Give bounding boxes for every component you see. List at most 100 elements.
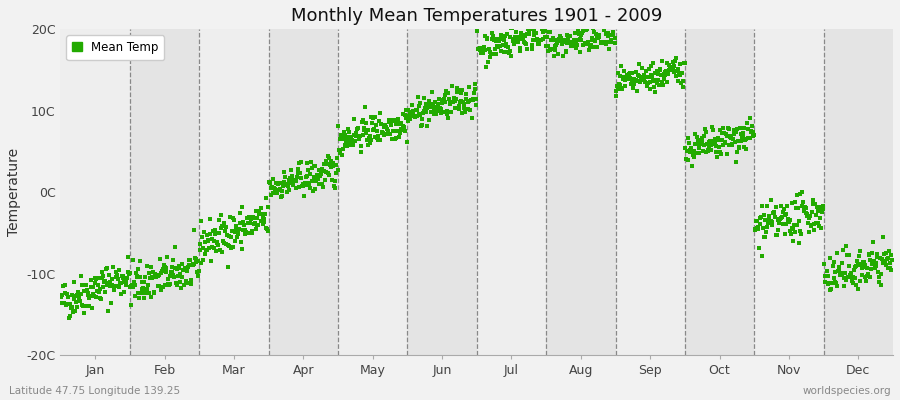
Point	[527, 28, 542, 34]
Point	[114, 290, 129, 297]
Point	[320, 160, 334, 167]
Point	[489, 50, 503, 57]
Point	[599, 39, 614, 45]
Point	[303, 185, 318, 192]
Point	[528, 30, 543, 36]
Point	[608, 40, 623, 46]
Point	[230, 226, 245, 233]
Point	[567, 42, 581, 49]
Point	[382, 131, 397, 137]
Point	[847, 274, 861, 281]
Point	[789, 222, 804, 228]
Point	[159, 265, 174, 271]
Point	[622, 71, 636, 78]
Point	[450, 89, 464, 96]
Point	[561, 40, 575, 46]
Point	[400, 118, 415, 124]
Point	[216, 238, 230, 244]
Point	[436, 96, 451, 102]
Point	[830, 249, 844, 256]
Point	[73, 298, 87, 304]
Point	[223, 214, 238, 220]
Point	[100, 265, 114, 272]
Point	[200, 232, 214, 239]
Point	[69, 298, 84, 305]
Point	[578, 41, 592, 47]
Point	[471, 46, 485, 52]
Point	[252, 210, 266, 217]
Point	[859, 262, 873, 268]
Point	[196, 245, 211, 252]
Point	[767, 208, 781, 215]
Point	[796, 188, 810, 195]
Point	[256, 221, 270, 227]
Point	[99, 282, 113, 288]
Point	[758, 217, 772, 223]
Point	[166, 274, 181, 280]
Point	[533, 22, 547, 29]
Point	[688, 150, 703, 156]
Point	[849, 282, 863, 288]
Point	[217, 240, 231, 246]
Point	[704, 146, 718, 153]
Point	[812, 223, 826, 229]
Point	[279, 181, 293, 187]
Point	[190, 269, 204, 275]
Point	[681, 135, 696, 142]
Point	[469, 102, 483, 108]
Point	[579, 27, 593, 33]
Point	[492, 38, 507, 44]
Point	[154, 270, 168, 276]
Point	[328, 184, 342, 191]
Point	[538, 28, 553, 34]
Point	[547, 47, 562, 53]
Point	[790, 192, 805, 198]
Point	[82, 303, 96, 310]
Point	[437, 92, 452, 99]
Text: worldspecies.org: worldspecies.org	[803, 386, 891, 396]
Point	[771, 227, 786, 234]
Point	[530, 36, 544, 42]
Point	[81, 292, 95, 298]
Point	[510, 39, 525, 45]
Point	[515, 36, 529, 43]
Point	[559, 48, 573, 54]
Point	[836, 275, 850, 282]
Point	[747, 226, 761, 233]
Point	[143, 275, 157, 282]
Point	[632, 61, 646, 68]
Point	[871, 269, 886, 275]
Point	[554, 37, 569, 44]
Point	[345, 137, 359, 143]
Point	[241, 230, 256, 236]
Point	[315, 180, 329, 187]
Point	[385, 118, 400, 124]
Point	[134, 290, 148, 296]
Point	[802, 229, 816, 235]
Point	[562, 39, 576, 46]
Point	[824, 280, 839, 286]
Point	[472, 46, 486, 52]
Point	[618, 83, 633, 90]
Point	[539, 43, 554, 50]
Point	[251, 222, 266, 228]
Point	[154, 287, 168, 293]
Point	[143, 264, 157, 270]
Point	[363, 140, 377, 146]
Point	[267, 190, 282, 196]
Point	[542, 29, 556, 36]
Point	[460, 106, 474, 112]
Point	[524, 25, 538, 32]
Point	[207, 238, 221, 244]
Point	[810, 204, 824, 210]
Point	[73, 272, 87, 279]
Point	[860, 272, 875, 279]
Point	[354, 142, 368, 149]
Point	[753, 221, 768, 227]
Point	[752, 245, 766, 251]
Point	[307, 174, 321, 181]
Point	[175, 274, 189, 280]
Point	[606, 29, 620, 35]
Point	[514, 30, 528, 36]
Point	[356, 116, 370, 123]
